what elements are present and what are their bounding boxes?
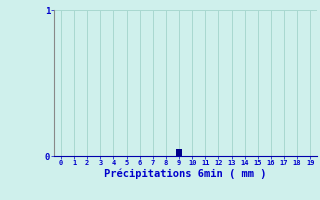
X-axis label: Précipitations 6min ( mm ): Précipitations 6min ( mm ) bbox=[104, 169, 267, 179]
Bar bbox=[176, 149, 182, 156]
